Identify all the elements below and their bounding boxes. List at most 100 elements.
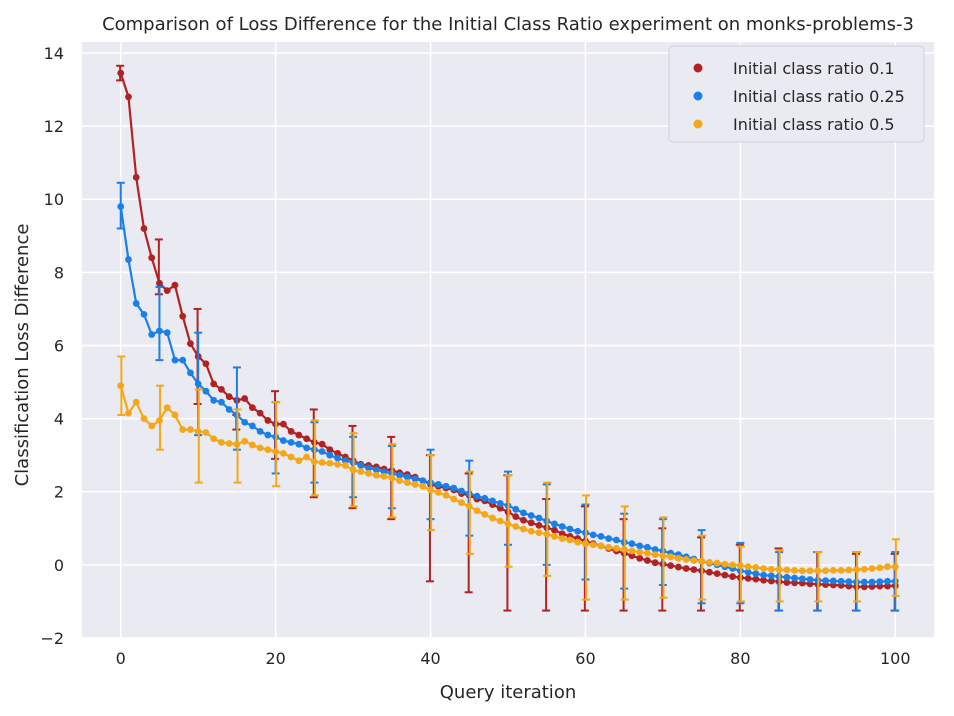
data-point [613, 536, 620, 544]
data-point [163, 404, 171, 412]
data-point [148, 331, 156, 338]
data-point [744, 575, 752, 582]
data-point [597, 542, 605, 550]
data-point [442, 491, 450, 499]
y-tick-label: 8 [54, 263, 64, 282]
chart-title: Comparison of Loss Difference for the In… [102, 14, 914, 35]
data-point [264, 446, 272, 454]
data-point [218, 398, 225, 406]
data-point [527, 527, 535, 535]
data-point [527, 519, 535, 527]
data-point [535, 529, 543, 537]
data-point [837, 577, 845, 585]
data-point [225, 440, 233, 447]
data-point [752, 575, 760, 583]
data-point [140, 415, 148, 423]
data-point [326, 459, 334, 467]
data-point [117, 69, 125, 77]
data-point [396, 471, 403, 479]
data-point [249, 422, 256, 430]
data-point [140, 225, 148, 232]
data-point [667, 553, 675, 561]
data-point [241, 437, 249, 445]
grid [82, 42, 934, 639]
data-point [543, 530, 551, 538]
data-point [535, 514, 543, 522]
data-point [163, 329, 171, 337]
data-point [884, 582, 891, 590]
data-point [187, 426, 194, 433]
data-point [334, 460, 341, 468]
data-point [249, 441, 256, 449]
data-point [403, 479, 411, 487]
legend: Initial class ratio 0.1 Initial class rat… [668, 45, 925, 143]
data-point [225, 406, 233, 413]
data-point [156, 327, 163, 335]
data-point [806, 576, 814, 583]
data-point [380, 472, 388, 480]
data-point [620, 546, 628, 553]
data-point [249, 404, 256, 412]
data-point [760, 565, 767, 572]
data-point [675, 554, 682, 562]
data-point [651, 546, 659, 553]
data-point [341, 462, 349, 469]
data-point [860, 565, 868, 573]
data-point [326, 446, 334, 454]
data-point [465, 502, 473, 510]
data-point [783, 579, 791, 586]
series-layer [116, 64, 900, 612]
data-point [303, 444, 311, 452]
data-point [125, 256, 132, 263]
y-tick-label: −2 [40, 629, 64, 648]
data-point [566, 525, 574, 533]
data-point [853, 566, 860, 574]
data-point [628, 552, 636, 560]
data-point [489, 497, 496, 505]
data-point [287, 428, 295, 435]
data-point [187, 369, 194, 377]
data-point [791, 574, 798, 582]
data-point [667, 562, 675, 570]
data-point [496, 517, 504, 525]
data-point [736, 562, 744, 570]
data-point [427, 486, 434, 494]
data-point [419, 482, 427, 490]
data-point [473, 507, 481, 515]
data-point [589, 531, 597, 539]
data-point [349, 466, 357, 474]
data-point [814, 567, 822, 575]
data-point [295, 431, 303, 439]
data-point [597, 532, 605, 540]
data-point [279, 420, 287, 428]
data-point [504, 520, 512, 528]
data-point [527, 512, 535, 519]
data-point [125, 409, 132, 417]
data-point [512, 523, 520, 530]
legend-box [668, 45, 925, 143]
data-point [798, 575, 806, 583]
data-point [264, 417, 272, 424]
y-tick-label: 0 [54, 556, 64, 575]
data-point [233, 440, 241, 448]
data-point [256, 409, 264, 417]
data-point [218, 385, 225, 393]
data-point [682, 555, 690, 563]
data-point [729, 573, 737, 580]
x-tick-label: 80 [730, 649, 750, 668]
y-tick-label: 12 [44, 117, 64, 136]
data-point [512, 513, 520, 521]
data-point [310, 458, 318, 466]
data-point [829, 577, 837, 585]
data-point [318, 448, 326, 455]
data-point [551, 532, 558, 540]
legend-label: Initial class ratio 0.5 [733, 115, 895, 134]
data-point [558, 535, 566, 542]
data-point [868, 578, 876, 586]
data-point [434, 481, 442, 488]
data-point [295, 440, 303, 448]
data-point [644, 543, 651, 551]
data-point [132, 300, 140, 307]
data-point [187, 340, 194, 348]
data-point [566, 536, 574, 544]
